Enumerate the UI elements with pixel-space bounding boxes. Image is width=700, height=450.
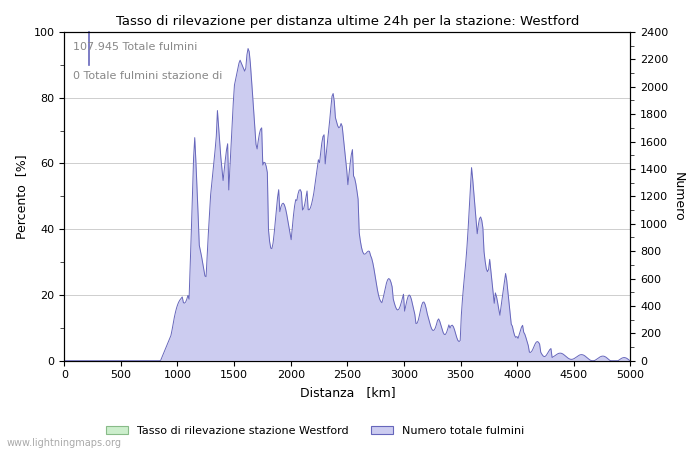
Text: 0 Totale fulmini stazione di: 0 Totale fulmini stazione di [73, 72, 222, 81]
Legend: Tasso di rilevazione stazione Westford, Numero totale fulmini: Tasso di rilevazione stazione Westford, … [102, 421, 528, 440]
X-axis label: Distanza   [km]: Distanza [km] [300, 386, 395, 399]
Text: 107.945 Totale fulmini: 107.945 Totale fulmini [73, 42, 197, 52]
Y-axis label: Percento  [%]: Percento [%] [15, 154, 28, 238]
Text: www.lightningmaps.org: www.lightningmaps.org [7, 438, 122, 448]
Title: Tasso di rilevazione per distanza ultime 24h per la stazione: Westford: Tasso di rilevazione per distanza ultime… [116, 15, 579, 28]
Y-axis label: Numero: Numero [672, 171, 685, 221]
